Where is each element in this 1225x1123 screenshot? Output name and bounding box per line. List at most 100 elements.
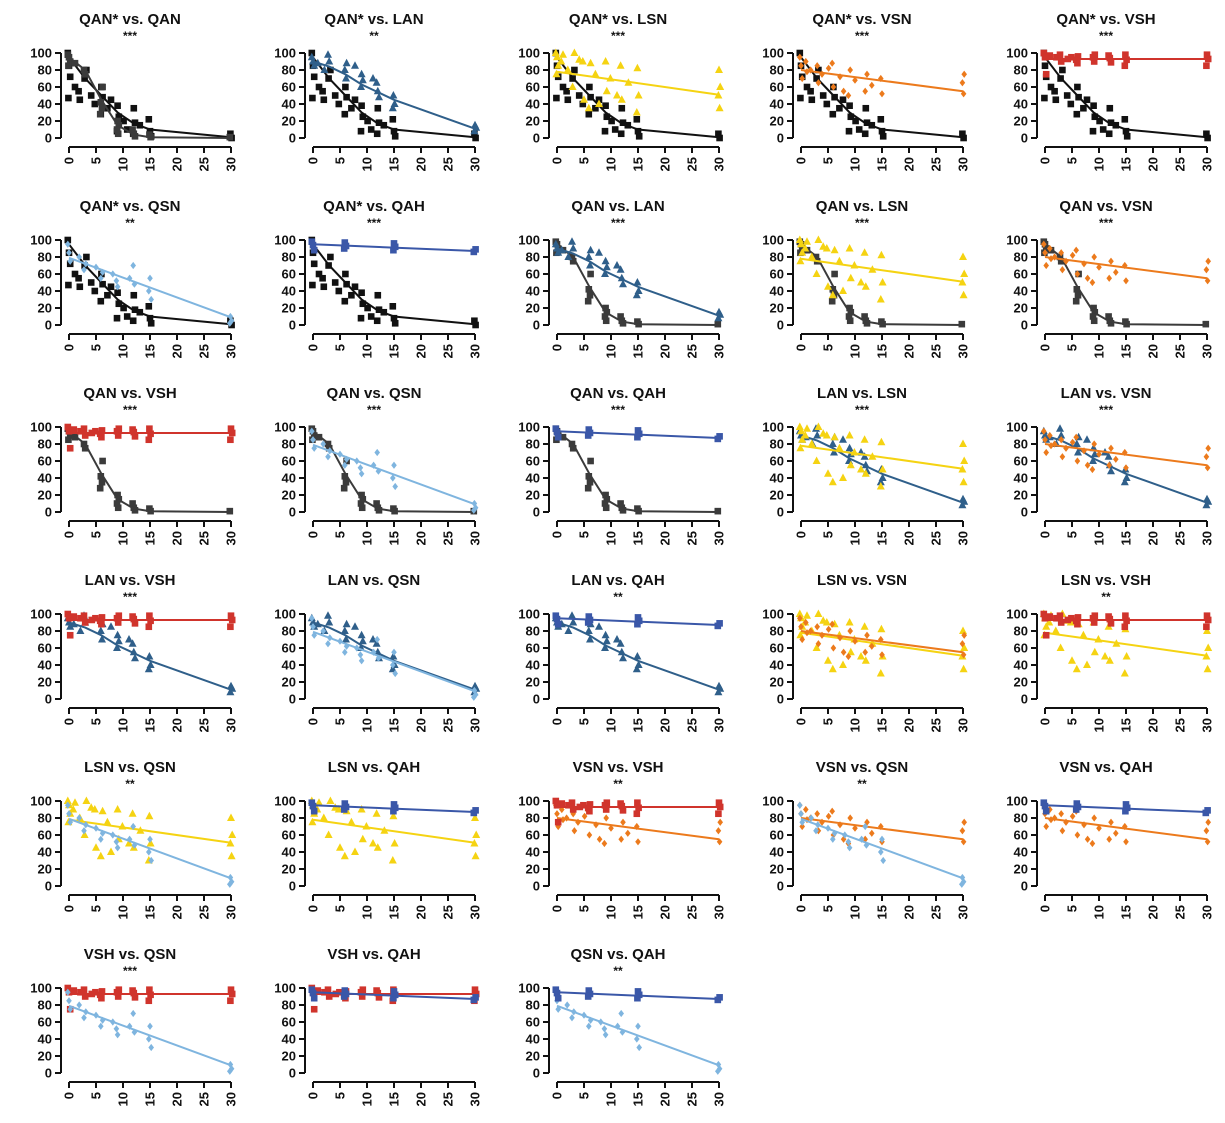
data-point (342, 635, 350, 643)
x-tick-label: 30 (712, 905, 727, 919)
data-point (320, 440, 326, 448)
data-point (81, 444, 89, 452)
data-point (584, 993, 592, 1000)
data-point (1089, 313, 1097, 320)
y-tick-label: 40 (770, 97, 784, 112)
y-tick-label: 20 (770, 114, 784, 129)
fit-line (68, 256, 232, 319)
data-point (813, 431, 822, 439)
x-tick-label: 15 (1119, 344, 1134, 358)
data-point (114, 993, 122, 1000)
panel-title: QAN vs. QAH (570, 385, 666, 402)
y-tick-label: 20 (1014, 301, 1028, 316)
series-qsn (309, 427, 479, 514)
y-tick-label: 0 (777, 692, 784, 707)
data-point (66, 444, 74, 452)
data-point (320, 96, 328, 104)
x-tick-label: 15 (631, 718, 646, 732)
fit-line (556, 56, 720, 139)
panel-title: QAN vs. LAN (571, 198, 664, 215)
data-point (554, 61, 563, 69)
data-point (391, 320, 399, 327)
data-point (81, 993, 89, 1000)
x-tick-label: 5 (333, 718, 348, 725)
data-point (845, 91, 852, 100)
data-point (348, 104, 355, 112)
data-point (1072, 664, 1081, 673)
data-point (1101, 652, 1109, 660)
data-point (557, 57, 566, 65)
data-point (80, 425, 88, 432)
data-point (342, 83, 349, 91)
x-tick-label: 20 (414, 157, 429, 171)
data-point (358, 636, 367, 645)
y-tick-label: 80 (282, 624, 296, 639)
data-point (347, 817, 356, 826)
data-point (601, 127, 609, 135)
data-point (310, 623, 316, 631)
data-point (375, 994, 383, 1001)
x-tick-label: 10 (116, 718, 131, 732)
fit-line (312, 243, 476, 252)
data-point (714, 313, 723, 322)
panel-title: QAN vs. LSN (816, 198, 909, 215)
data-point (1123, 133, 1131, 140)
data-point (1089, 127, 1097, 135)
y-tick-label: 40 (1014, 845, 1028, 860)
data-point (65, 53, 73, 61)
data-point (845, 244, 854, 252)
x-tick-label: 5 (1065, 531, 1080, 538)
data-point (131, 620, 139, 627)
data-point (114, 844, 121, 852)
x-tick-label: 15 (143, 531, 158, 545)
x-tick-label: 30 (224, 1092, 239, 1106)
data-point (146, 425, 153, 432)
data-point (309, 281, 316, 289)
x-tick-label: 20 (170, 344, 185, 358)
data-point (375, 306, 383, 313)
data-point (1107, 620, 1115, 627)
panel-19: LSN vs. VSN 0 20 40 60 80 100 0 5 10 15 20 25 30 (762, 572, 970, 732)
data-point (327, 66, 334, 74)
x-tick-label: 0 (794, 157, 809, 164)
significance-label: ** (857, 777, 867, 791)
significance-label: ** (125, 216, 135, 230)
y-tick-label: 100 (518, 607, 540, 622)
data-point (815, 79, 822, 87)
data-point (812, 643, 821, 651)
fit-line (556, 991, 720, 1000)
data-point (552, 425, 560, 432)
data-point (635, 133, 643, 140)
data-point (113, 630, 122, 639)
data-point (619, 279, 627, 288)
panel-18: LAN vs. QAH** 0 20 40 60 80 100 0 5 10 15 20 25 30 (518, 572, 726, 732)
x-tick-label: 15 (1119, 718, 1134, 732)
x-tick-label: 0 (1038, 718, 1053, 725)
data-point (619, 320, 627, 327)
data-point (797, 53, 803, 61)
data-point (559, 50, 567, 58)
x-tick-label: 0 (306, 157, 321, 164)
data-point (71, 270, 79, 278)
x-tick-label: 0 (794, 344, 809, 351)
data-point (799, 822, 805, 831)
data-point (1113, 268, 1119, 276)
y-tick-label: 0 (45, 879, 52, 894)
data-point (1074, 457, 1081, 465)
x-tick-label: 30 (1200, 157, 1215, 171)
data-point (1203, 623, 1210, 631)
data-point (90, 805, 99, 813)
data-point (66, 249, 72, 257)
data-point (145, 116, 153, 123)
y-tick-label: 20 (770, 301, 784, 316)
y-tick-label: 20 (526, 114, 540, 129)
data-point (877, 250, 886, 259)
x-tick-label: 15 (143, 344, 158, 358)
data-point (92, 614, 99, 622)
x-tick-label: 25 (1173, 344, 1188, 358)
fit-line (68, 817, 232, 880)
data-point (595, 248, 603, 256)
data-point (587, 457, 594, 465)
data-point (554, 433, 562, 441)
fit-line (800, 434, 964, 504)
